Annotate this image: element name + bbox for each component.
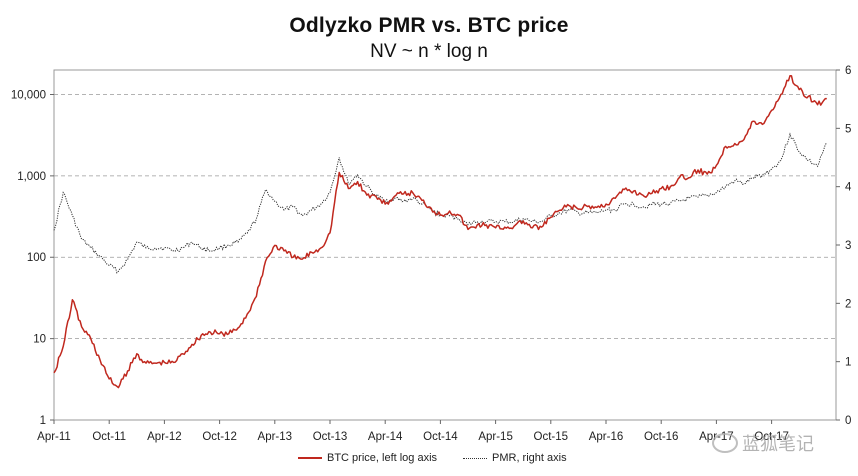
watermark: 蓝狐笔记 — [712, 430, 814, 456]
left-axis-tick-label: 100 — [27, 252, 46, 264]
x-axis-tick-label: Apr-16 — [589, 431, 624, 443]
chart-title: Odlyzko PMR vs. BTC price — [289, 14, 569, 37]
left-axis-tick-label: 1 — [40, 415, 46, 427]
x-axis-tick-label: Oct-15 — [534, 431, 569, 443]
x-axis-tick-label: Oct-12 — [202, 431, 237, 443]
right-axis-tick-label: 6 — [845, 65, 851, 77]
right-axis-tick-label: 4 — [845, 182, 852, 194]
legend-item-btc: BTC price, left log axis — [298, 452, 437, 464]
x-axis-tick-label: Oct-14 — [423, 431, 458, 443]
plot-frame — [53, 69, 837, 421]
x-axis-tick-label: Apr-13 — [258, 431, 293, 443]
left-axis-tick-label: 1,000 — [17, 171, 46, 183]
x-axis-tick-label: Apr-11 — [37, 431, 71, 443]
x-axis-tick-label: Apr-14 — [368, 431, 403, 443]
series-line-btc — [53, 74, 827, 389]
x-axis-tick-label: Oct-17 — [754, 431, 789, 443]
legend-item-pmr: PMR, right axis — [463, 452, 567, 464]
series-line-pmr — [53, 132, 828, 274]
x-axis-tick-label: Oct-13 — [313, 431, 348, 443]
x-axis-tick-label: Oct-16 — [644, 431, 679, 443]
x-axis-tick-label: Apr-12 — [147, 431, 182, 443]
legend-label-pmr: PMR, right axis — [492, 452, 567, 464]
chart-legend: BTC price, left log axis PMR, right axis — [0, 452, 858, 468]
watermark-text: 蓝狐笔记 — [742, 434, 814, 455]
chart-subtitle: NV ~ n * log n — [370, 41, 488, 62]
left-axis-tick-label: 10 — [33, 334, 46, 346]
legend-swatch-pmr — [463, 457, 487, 459]
right-axis-tick-label: 2 — [845, 298, 851, 310]
right-axis-tick-label: 3 — [845, 240, 851, 252]
x-axis-tick-label: Oct-11 — [92, 431, 126, 443]
left-axis-tick-label: 10,000 — [11, 89, 46, 101]
legend-label-btc: BTC price, left log axis — [327, 452, 438, 464]
wechat-icon — [712, 433, 738, 453]
right-axis-tick-label: 1 — [845, 357, 851, 369]
x-axis-tick-label: Apr-15 — [478, 431, 513, 443]
right-axis-tick-label: 0 — [845, 415, 851, 427]
right-axis-tick-label: 5 — [845, 123, 851, 135]
legend-swatch-btc — [298, 457, 322, 459]
